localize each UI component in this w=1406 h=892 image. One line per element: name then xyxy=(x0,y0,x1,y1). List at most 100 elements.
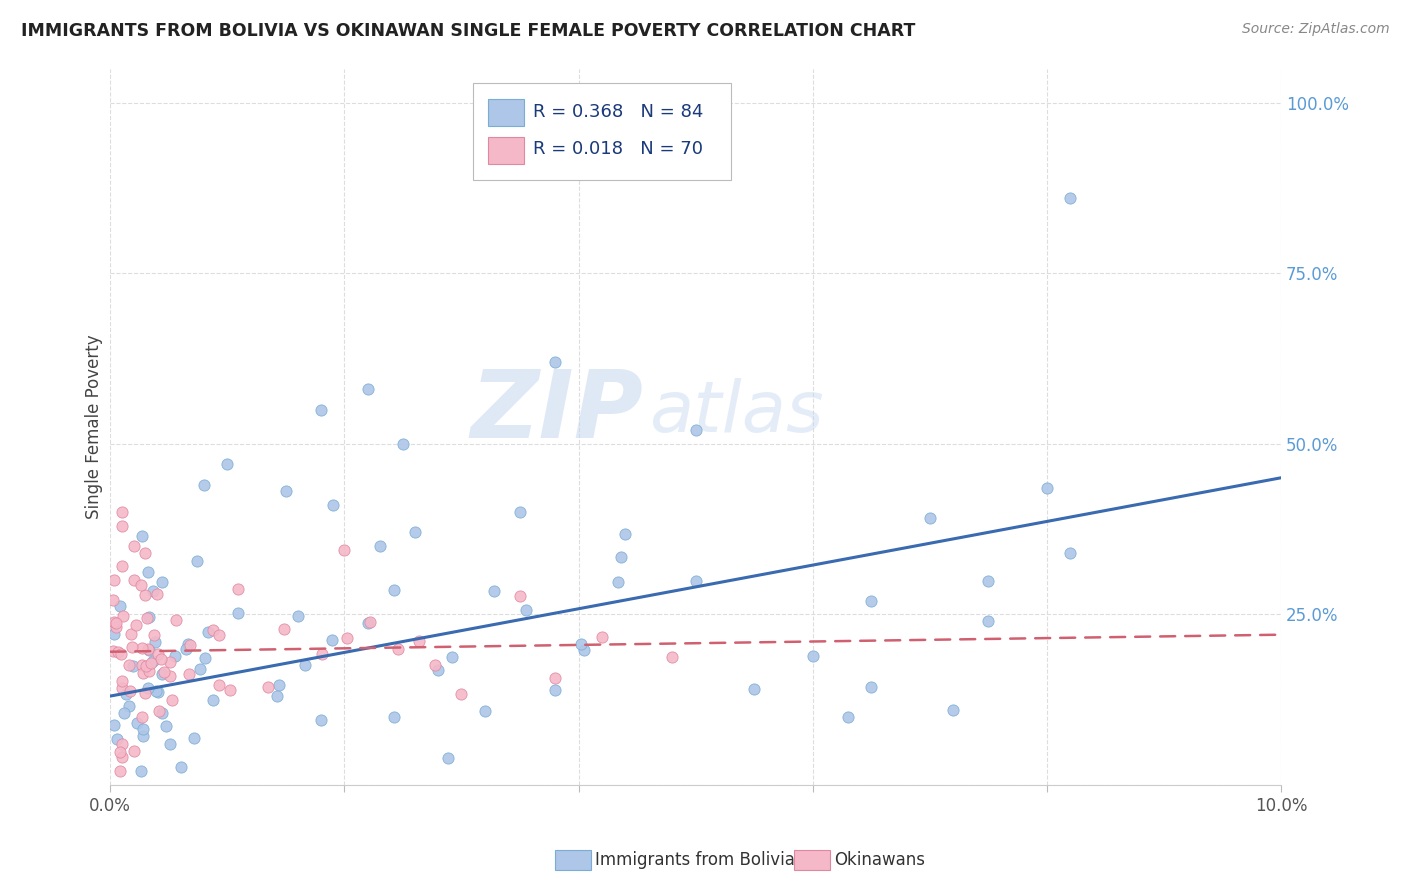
Point xyxy=(139,657,162,671)
Point xyxy=(661,649,683,664)
Point xyxy=(136,565,159,579)
Point xyxy=(322,498,344,512)
Point xyxy=(183,731,205,746)
Point xyxy=(111,673,134,688)
Point xyxy=(165,613,187,627)
Point xyxy=(105,731,128,746)
Point xyxy=(273,623,295,637)
Point xyxy=(136,681,159,695)
Point xyxy=(111,518,134,533)
Point xyxy=(131,658,153,673)
Point xyxy=(685,574,707,588)
Text: Okinawans: Okinawans xyxy=(834,851,925,869)
Point xyxy=(685,423,707,437)
Point xyxy=(104,616,127,631)
Point xyxy=(267,678,290,692)
Point xyxy=(149,652,172,666)
Point xyxy=(208,678,231,692)
Point xyxy=(118,684,141,698)
Point xyxy=(217,457,239,471)
Point xyxy=(150,667,173,681)
Point xyxy=(112,608,135,623)
Point xyxy=(111,750,134,764)
Point xyxy=(1059,191,1081,205)
Point xyxy=(138,643,160,657)
Point xyxy=(404,525,426,540)
Point xyxy=(103,627,125,641)
Point xyxy=(108,745,131,759)
Text: Source: ZipAtlas.com: Source: ZipAtlas.com xyxy=(1241,22,1389,37)
Point xyxy=(977,614,1000,628)
Point xyxy=(336,631,359,645)
Point xyxy=(1036,481,1059,495)
Point xyxy=(159,669,181,683)
Point xyxy=(118,658,141,673)
Point xyxy=(613,527,636,541)
Point xyxy=(226,582,249,596)
Point xyxy=(145,684,167,698)
Point xyxy=(186,554,208,568)
Bar xyxy=(488,99,523,126)
Point xyxy=(742,682,765,697)
Point xyxy=(122,659,145,673)
Point xyxy=(482,584,505,599)
Point xyxy=(122,539,145,553)
Point xyxy=(153,665,176,680)
Point xyxy=(115,687,138,701)
Point xyxy=(197,625,219,640)
Point xyxy=(357,616,380,631)
Point xyxy=(160,693,183,707)
Point xyxy=(155,719,177,733)
Point xyxy=(311,647,333,661)
Text: atlas: atlas xyxy=(648,378,824,447)
Point xyxy=(134,546,156,560)
Point xyxy=(143,628,166,642)
Point xyxy=(423,657,446,672)
Point xyxy=(111,505,134,519)
Point xyxy=(610,550,633,565)
Point xyxy=(107,645,129,659)
Point xyxy=(427,663,450,677)
Point xyxy=(382,582,405,597)
Point xyxy=(134,686,156,700)
Text: R = 0.018   N = 70: R = 0.018 N = 70 xyxy=(533,140,703,159)
Point xyxy=(131,710,153,724)
Point xyxy=(148,704,170,718)
Point xyxy=(136,611,159,625)
Point xyxy=(174,641,197,656)
Point xyxy=(837,709,859,723)
Point xyxy=(163,648,186,663)
Point xyxy=(112,706,135,720)
Point xyxy=(132,665,155,680)
Point xyxy=(194,651,217,665)
Point xyxy=(150,575,173,590)
Point xyxy=(104,620,127,634)
Point xyxy=(408,634,430,648)
Point xyxy=(515,603,537,617)
Text: Immigrants from Bolivia: Immigrants from Bolivia xyxy=(595,851,794,869)
Point xyxy=(218,683,240,698)
Point xyxy=(572,643,595,657)
Point xyxy=(136,642,159,657)
Point xyxy=(124,617,146,632)
Point xyxy=(142,655,165,669)
Point xyxy=(110,647,132,661)
Point xyxy=(591,630,613,644)
Point xyxy=(294,658,316,673)
Point xyxy=(474,704,496,718)
Point xyxy=(287,609,309,624)
Point xyxy=(110,599,132,613)
Point xyxy=(138,610,160,624)
Point xyxy=(120,627,142,641)
Point xyxy=(108,764,131,778)
Point xyxy=(103,717,125,731)
Point xyxy=(138,665,160,679)
Point xyxy=(801,649,824,664)
FancyBboxPatch shape xyxy=(474,83,731,179)
Point xyxy=(509,590,531,604)
Point xyxy=(357,382,380,396)
Point xyxy=(135,659,157,673)
Point xyxy=(256,680,278,694)
Point xyxy=(101,644,124,658)
Point xyxy=(159,655,181,669)
